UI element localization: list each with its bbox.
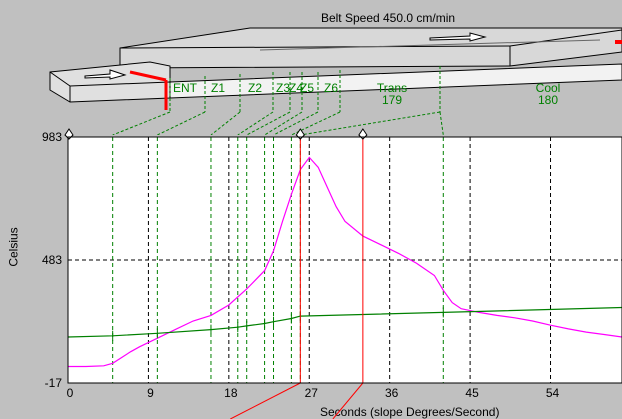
zone-connector-4 [246,111,291,135]
zone-connector-8 [300,111,441,135]
zone-label-z3: Z3 [276,81,290,95]
x-tick-label-4: 36 [385,386,399,400]
zone-label-cool: Cool [536,81,561,95]
x-tick-label-0: 0 [67,386,74,400]
plot-border [67,136,622,384]
zone-value-trans: 179 [382,93,402,107]
zone-connector-1 [157,111,206,135]
x-tick-label-3: 27 [305,386,319,400]
furnace-body [49,27,622,103]
zone-connector-2 [210,111,241,135]
series-line-1 [67,306,622,338]
entry-marker [129,70,168,110]
x-tick-label-5: 45 [465,386,479,400]
zone-connector-7 [291,111,341,135]
zone-label-z1: Z1 [211,81,225,95]
zone-value-cool: 180 [538,93,558,107]
x-tick-label-2: 18 [224,386,238,400]
zone-connector-3 [237,111,274,135]
y-axis-title: Celsius [6,227,21,267]
zone-connector-6 [273,111,319,135]
zone-label-z4: Z4 [289,81,303,95]
zone-connector-0 [112,111,171,135]
plot-background [68,137,622,383]
zone-label-z5: Z5 [300,81,314,95]
belt-speed-label: Belt Speed 450.0 cm/min [321,11,455,25]
y-tick-label-1: 483 [42,253,62,267]
zone-label-trans: Trans [377,81,407,95]
zone-label-z2: Z2 [248,81,262,95]
zone-connector-5 [264,111,303,135]
zone-label-ent: ENT [173,81,198,95]
x-tick-label-1: 9 [147,386,154,400]
cursor-leader-0 [230,382,301,419]
x-axis-title: Seconds (slope Degrees/Second) [320,405,500,419]
x-tick-label-6: 54 [546,386,560,400]
zone-label-z6: Z6 [324,81,338,95]
zone-connector-9 [439,111,444,135]
y-tick-label-0: -17 [45,376,63,390]
series-line-0 [68,156,622,368]
exit-marker [615,40,622,44]
